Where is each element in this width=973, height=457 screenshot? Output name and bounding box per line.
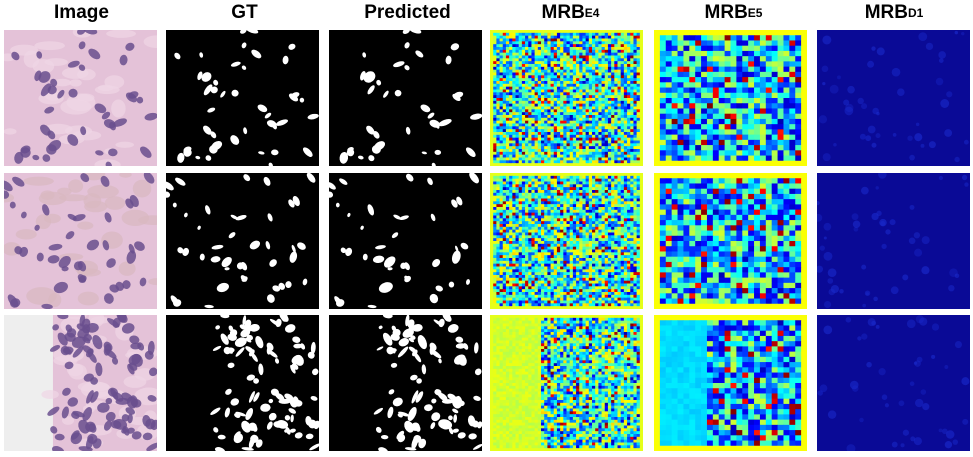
tile-mrb-e5-row-3 xyxy=(654,315,807,451)
tile-gt-row-1 xyxy=(166,30,319,166)
tile-mrb-e4-row-2 xyxy=(490,173,643,309)
tile-image-row-3 xyxy=(4,315,157,451)
tile-mrb-e5-row-3-graphic xyxy=(654,315,807,451)
column-header-mrb-e5-label: MRB xyxy=(704,2,748,23)
tile-mrb-d1-row-2-graphic xyxy=(817,173,970,309)
column-header-mrb-d1: MRB D1 xyxy=(864,2,924,23)
tile-image-row-2-graphic xyxy=(4,173,157,309)
tile-predicted-row-3 xyxy=(329,315,482,451)
tile-mrb-e5-row-1-graphic xyxy=(654,30,807,166)
tile-mrb-e4-row-3 xyxy=(490,315,643,451)
tile-gt-row-3-graphic xyxy=(166,315,319,451)
column-header-mrb-e4-label: MRB xyxy=(541,2,585,23)
tile-gt-row-1-graphic xyxy=(166,30,319,166)
tile-predicted-row-2 xyxy=(329,173,482,309)
tile-mrb-e5-row-2 xyxy=(654,173,807,309)
tile-predicted-row-1-graphic xyxy=(329,30,482,166)
tile-predicted-row-3-graphic xyxy=(329,315,482,451)
column-header-gt-label: GT xyxy=(231,2,258,23)
column-header-image-label: Image xyxy=(54,2,109,23)
tile-image-row-1 xyxy=(4,30,157,166)
tile-predicted-row-2-graphic xyxy=(329,173,482,309)
column-header-predicted-label: Predicted xyxy=(364,2,451,23)
column-header-predicted: Predicted xyxy=(326,0,489,26)
tile-mrb-d1-row-3 xyxy=(817,315,970,451)
column-header-mrb-e5: MRB E5 xyxy=(704,2,763,23)
tile-mrb-e4-row-3-graphic xyxy=(490,315,643,451)
column-header-mrb-e4: MRB E4 xyxy=(541,2,600,23)
tile-mrb-e5-row-1 xyxy=(654,30,807,166)
tile-image-row-2 xyxy=(4,173,157,309)
tile-mrb-e4-row-1-graphic xyxy=(490,30,643,166)
tile-mrb-d1-row-1-graphic xyxy=(817,30,970,166)
tile-predicted-row-1 xyxy=(329,30,482,166)
tile-mrb-e5-row-2-graphic xyxy=(654,173,807,309)
column-header-image: Image xyxy=(0,0,163,26)
column-header-mrb-d1-label: MRB xyxy=(864,2,908,23)
tile-mrb-d1-row-2 xyxy=(817,173,970,309)
tile-mrb-d1-row-1 xyxy=(817,30,970,166)
tile-gt-row-2 xyxy=(166,173,319,309)
tile-mrb-e4-row-1 xyxy=(490,30,643,166)
column-header-gt: GT xyxy=(163,0,326,26)
tile-mrb-d1-row-3-graphic xyxy=(817,315,970,451)
tile-image-row-1-graphic xyxy=(4,30,157,166)
tile-gt-row-3 xyxy=(166,315,319,451)
tile-mrb-e4-row-2-graphic xyxy=(490,173,643,309)
tile-gt-row-2-graphic xyxy=(166,173,319,309)
tile-image-row-3-graphic xyxy=(4,315,157,451)
